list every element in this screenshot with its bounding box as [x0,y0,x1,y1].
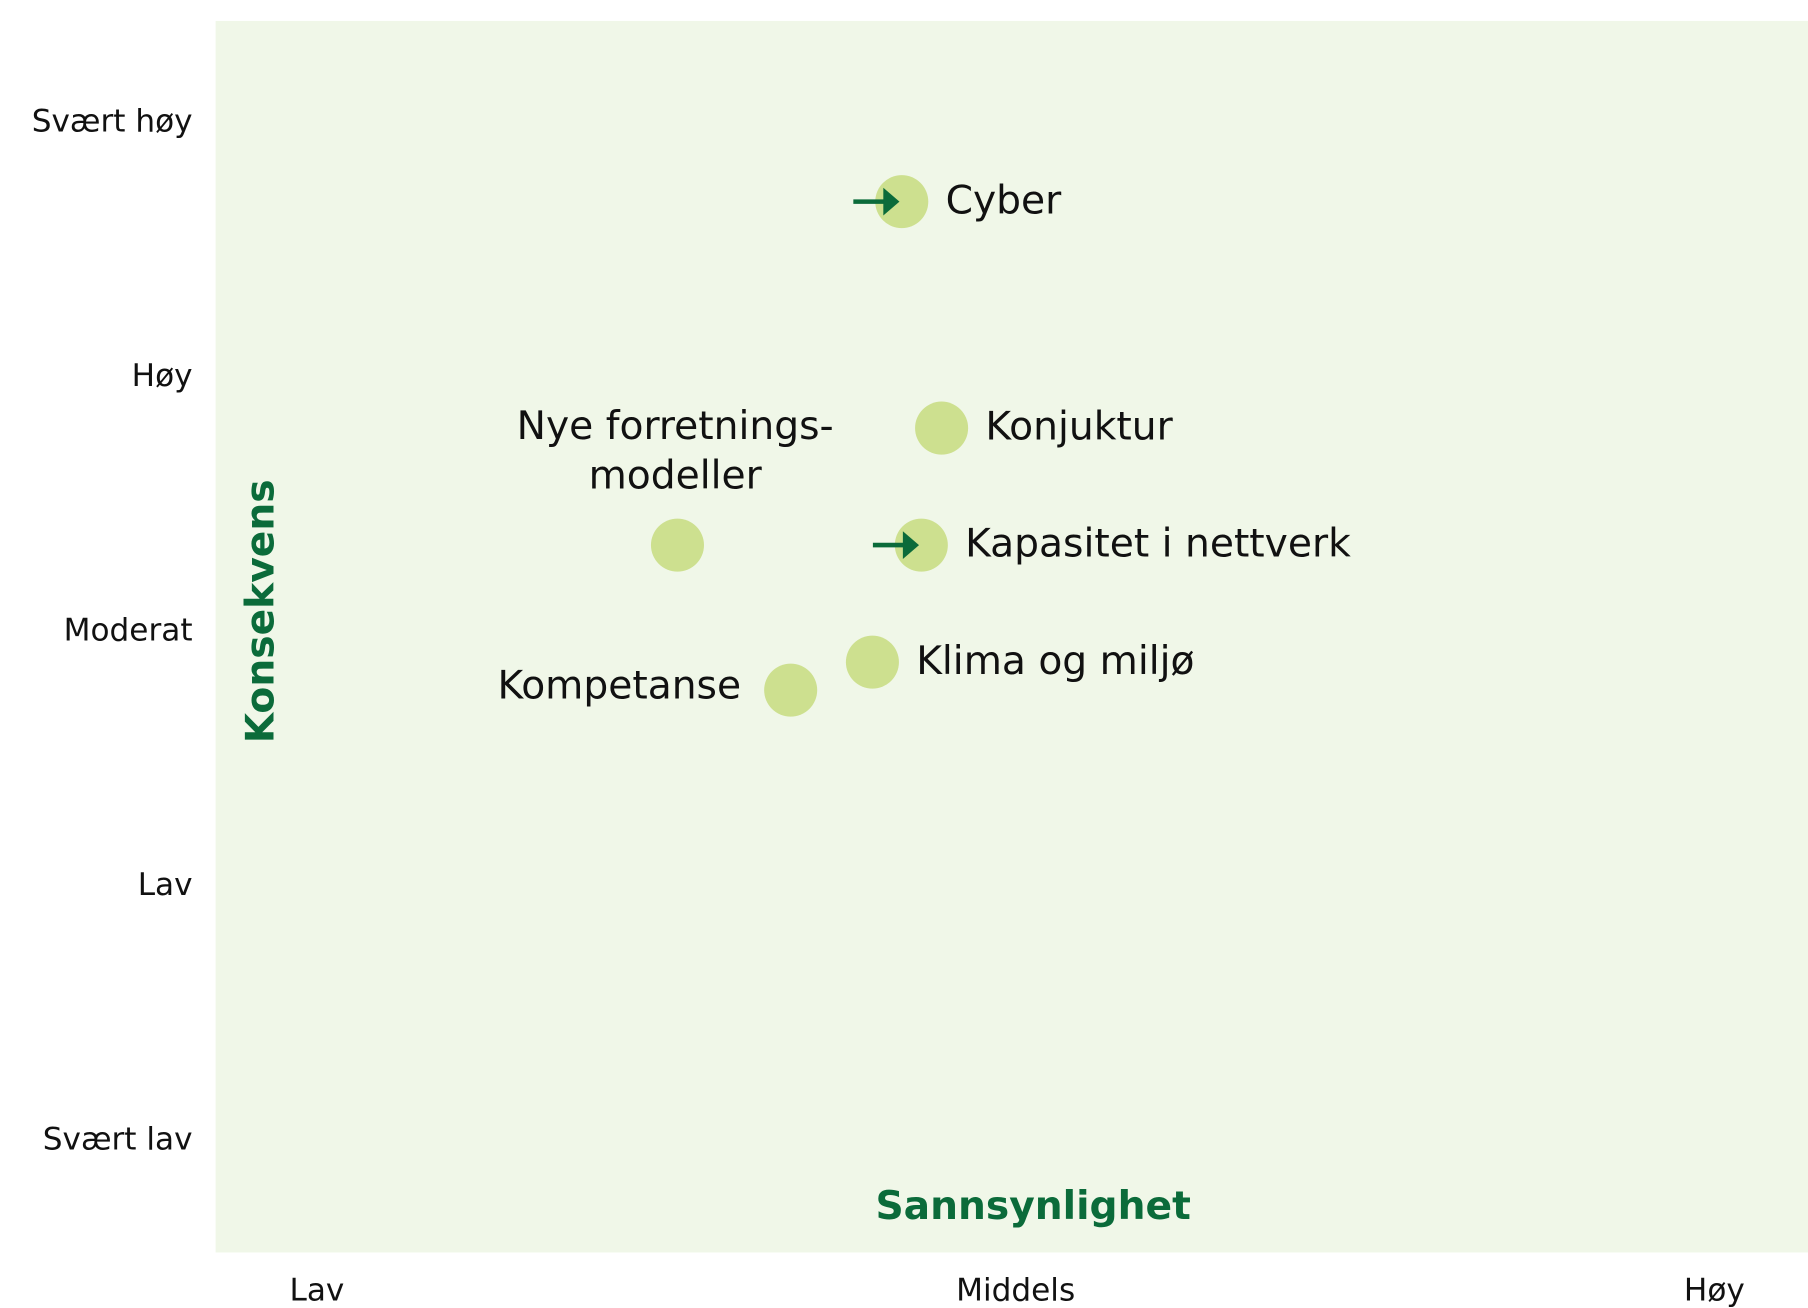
y-tick-label: Svært høy [32,104,193,140]
point-label: Konjuktur [985,405,1173,450]
y-axis-title: Konsekvens [238,479,283,743]
risk-point [894,518,948,572]
x-axis-title: Sannsynlighet [875,1184,1190,1229]
point-label: Cyber [946,178,1063,223]
x-tick-label: Middels [956,1273,1075,1308]
y-tick-label: Høy [132,358,193,394]
risk-point [915,401,969,455]
risk-point [875,175,929,229]
point-label: Kompetanse [497,663,741,708]
x-tick-label: Lav [290,1273,345,1308]
y-tick-label: Lav [138,867,193,903]
risk-point [764,663,818,717]
trend-arrow-head [902,531,920,559]
risk-point [845,635,899,689]
trend-arrow-head [883,187,900,216]
point-label: Klima og miljø [916,639,1194,684]
plot-area [215,20,1808,1253]
risk-point [650,518,704,572]
x-tick-label: Høy [1684,1273,1745,1308]
point-label: Kapasitet i nettverk [965,522,1351,567]
point-label: modeller [589,454,763,499]
y-tick-label: Moderat [64,613,193,649]
point-label: Nye forretnings- [517,404,834,449]
y-tick-label: Svært lav [43,1121,193,1157]
